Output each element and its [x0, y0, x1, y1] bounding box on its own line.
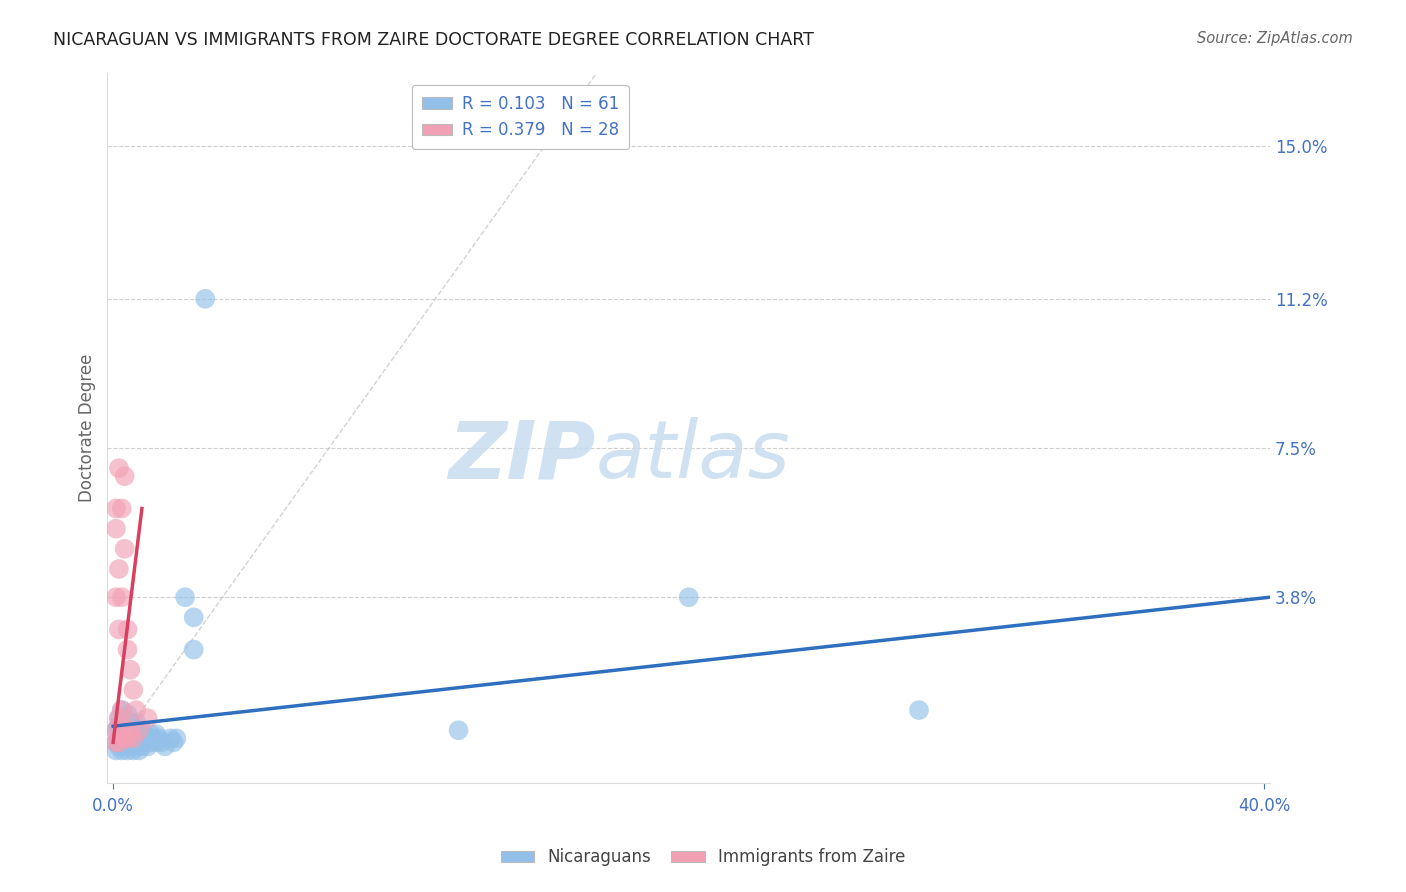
Y-axis label: Doctorate Degree: Doctorate Degree — [79, 353, 96, 502]
Point — [108, 623, 131, 637]
Point — [117, 735, 139, 749]
Point — [122, 682, 145, 697]
Point — [122, 727, 145, 741]
Text: ZIP: ZIP — [449, 417, 596, 495]
Point — [120, 739, 142, 754]
Point — [111, 501, 134, 516]
Point — [153, 739, 176, 754]
Point — [125, 731, 148, 746]
Point — [145, 727, 167, 741]
Point — [111, 715, 134, 730]
Point — [105, 743, 128, 757]
Point — [150, 735, 173, 749]
Point — [111, 735, 134, 749]
Point — [108, 731, 131, 746]
Point — [117, 731, 139, 746]
Point — [125, 739, 148, 754]
Point — [105, 723, 128, 738]
Point — [120, 663, 142, 677]
Point — [134, 727, 156, 741]
Point — [131, 739, 153, 754]
Point — [125, 723, 148, 738]
Point — [183, 610, 205, 624]
Point — [105, 735, 128, 749]
Point — [108, 735, 131, 749]
Point — [117, 719, 139, 733]
Point — [105, 735, 128, 749]
Point — [131, 731, 153, 746]
Point — [122, 735, 145, 749]
Point — [105, 590, 128, 604]
Point — [678, 590, 700, 604]
Text: Source: ZipAtlas.com: Source: ZipAtlas.com — [1197, 31, 1353, 46]
Point — [125, 715, 148, 730]
Point — [114, 719, 136, 733]
Point — [108, 739, 131, 754]
Point — [111, 703, 134, 717]
Point — [908, 703, 931, 717]
Point — [136, 731, 159, 746]
Legend: R = 0.103   N = 61, R = 0.379   N = 28: R = 0.103 N = 61, R = 0.379 N = 28 — [412, 85, 628, 149]
Point — [120, 723, 142, 738]
Point — [128, 743, 150, 757]
Point — [111, 727, 134, 741]
Point — [447, 723, 470, 738]
Point — [108, 719, 131, 733]
Point — [183, 642, 205, 657]
Point — [117, 642, 139, 657]
Point — [122, 719, 145, 733]
Legend: Nicaraguans, Immigrants from Zaire: Nicaraguans, Immigrants from Zaire — [494, 842, 912, 873]
Point — [114, 731, 136, 746]
Point — [111, 731, 134, 746]
Point — [131, 723, 153, 738]
Point — [117, 727, 139, 741]
Point — [174, 590, 197, 604]
Point — [108, 461, 131, 475]
Point — [114, 469, 136, 483]
Point — [108, 562, 131, 576]
Point — [114, 723, 136, 738]
Point — [122, 743, 145, 757]
Text: NICARAGUAN VS IMMIGRANTS FROM ZAIRE DOCTORATE DEGREE CORRELATION CHART: NICARAGUAN VS IMMIGRANTS FROM ZAIRE DOCT… — [53, 31, 814, 49]
Point — [117, 743, 139, 757]
Point — [125, 703, 148, 717]
Point — [111, 590, 134, 604]
Point — [114, 739, 136, 754]
Text: atlas: atlas — [596, 417, 790, 495]
Point — [108, 711, 131, 725]
Point — [128, 723, 150, 738]
Point — [114, 711, 136, 725]
Point — [122, 731, 145, 746]
Point — [120, 715, 142, 730]
Point — [128, 735, 150, 749]
Point — [111, 703, 134, 717]
Point — [114, 731, 136, 746]
Point — [117, 623, 139, 637]
Point — [136, 711, 159, 725]
Point — [142, 731, 165, 746]
Point — [111, 743, 134, 757]
Point — [134, 735, 156, 749]
Point — [105, 723, 128, 738]
Point — [162, 735, 184, 749]
Point — [105, 522, 128, 536]
Point — [117, 707, 139, 722]
Point — [145, 735, 167, 749]
Point — [139, 735, 162, 749]
Point — [194, 292, 217, 306]
Point — [120, 723, 142, 738]
Point — [120, 731, 142, 746]
Point — [159, 731, 181, 746]
Point — [108, 711, 131, 725]
Point — [136, 739, 159, 754]
Point — [139, 727, 162, 741]
Point — [148, 731, 170, 746]
Point — [128, 727, 150, 741]
Point — [105, 501, 128, 516]
Point — [166, 731, 188, 746]
Point — [114, 541, 136, 556]
